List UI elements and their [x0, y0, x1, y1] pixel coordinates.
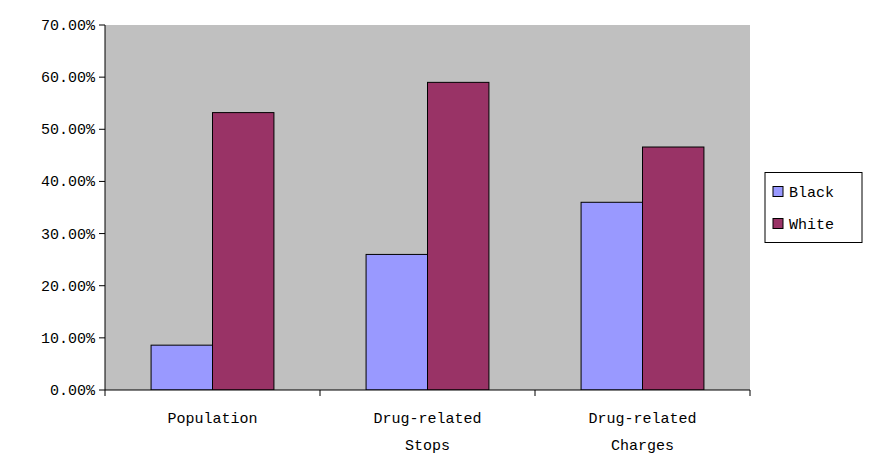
- legend-label: Black: [789, 185, 834, 202]
- legend-swatch: [773, 187, 783, 197]
- x-tick-label: Drug-related Charges: [588, 411, 696, 455]
- x-tick: [320, 390, 321, 396]
- bar: [581, 202, 642, 390]
- chart-svg: 0.00% 10.00% 20.00% 30.00% 40.00% 50.00% 60.00…: [0, 0, 872, 462]
- x-axis: [105, 390, 750, 391]
- x-tick-label-line: Stops: [405, 438, 450, 455]
- y-tick-label: 10.00%: [41, 331, 96, 348]
- legend-swatch: [773, 219, 783, 229]
- legend-label: White: [789, 217, 834, 234]
- y-axis: [105, 25, 106, 390]
- y-tick: [99, 181, 105, 182]
- x-tick-label-line: Charges: [611, 438, 674, 455]
- y-tick: [99, 390, 105, 391]
- x-tick-label-line: Drug-related: [588, 411, 696, 428]
- bar: [366, 254, 427, 390]
- x-tick-label-line: Drug-related: [373, 411, 481, 428]
- x-tick-label: Population: [167, 411, 257, 428]
- y-tick-label: 20.00%: [41, 279, 96, 296]
- y-tick: [99, 337, 105, 338]
- bar: [213, 113, 274, 390]
- bar: [428, 82, 489, 390]
- x-tick-label-line: Population: [167, 411, 257, 428]
- y-tick: [99, 285, 105, 286]
- y-tick-label: 60.00%: [41, 70, 96, 87]
- y-tick-label: 70.00%: [41, 18, 96, 35]
- y-tick: [99, 129, 105, 130]
- legend-box: [765, 173, 862, 243]
- y-tick-label: 0.00%: [50, 383, 96, 400]
- y-tick: [99, 77, 105, 78]
- x-tick-label: Drug-related Stops: [373, 411, 481, 455]
- bar: [643, 147, 704, 390]
- bar: [151, 345, 212, 390]
- y-tick-label: 40.00%: [41, 174, 96, 191]
- x-tick: [105, 390, 106, 396]
- y-tick-label: 30.00%: [41, 227, 96, 244]
- chart-root: 0.00% 10.00% 20.00% 30.00% 40.00% 50.00% 60.00…: [0, 0, 872, 462]
- y-tick-label: 50.00%: [41, 122, 96, 139]
- bars: [151, 82, 704, 390]
- x-tick: [535, 390, 536, 396]
- x-tick: [750, 390, 751, 396]
- plot-area: [105, 25, 750, 390]
- y-tick: [99, 233, 105, 234]
- y-tick: [99, 25, 105, 26]
